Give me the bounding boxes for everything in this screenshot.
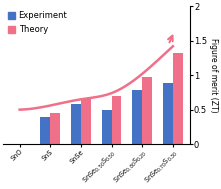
Bar <box>142 77 152 144</box>
Bar <box>71 104 81 144</box>
Bar <box>81 99 91 144</box>
Bar <box>50 113 60 144</box>
Legend: Experiment, Theory: Experiment, Theory <box>7 10 68 35</box>
Bar <box>163 84 173 144</box>
Bar <box>112 96 122 144</box>
Bar <box>102 110 112 144</box>
Y-axis label: Figure of merit (ZT): Figure of merit (ZT) <box>209 38 218 112</box>
Bar <box>173 53 183 144</box>
Bar <box>40 117 50 144</box>
Bar <box>132 90 142 144</box>
